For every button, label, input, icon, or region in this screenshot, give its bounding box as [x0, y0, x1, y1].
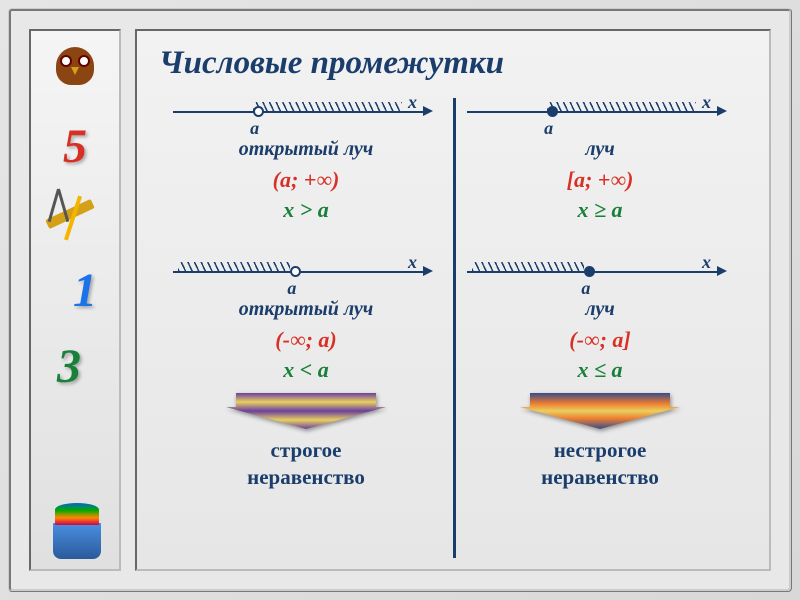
ray-type-label: луч — [467, 298, 733, 321]
inequality-notation: x ≤ a — [467, 357, 733, 383]
interval-notation: [a; +∞) — [467, 167, 733, 193]
down-arrow-icon — [226, 391, 386, 429]
slide-frame: 5 1 3 Числовые промежутки a x открытый л… — [8, 8, 792, 592]
interval-closed-right: a x луч [a; +∞) x ≥ a — [453, 92, 747, 252]
slide-content: Числовые промежутки a x открытый луч (a;… — [135, 29, 771, 571]
ray-type-label: луч — [467, 138, 733, 161]
ray-type-label: открытый луч — [173, 298, 439, 321]
down-arrow-icon — [520, 391, 680, 429]
interval-open-left: a x открытый луч (-∞; a) x < a — [159, 252, 453, 521]
number-line: a x — [173, 98, 439, 124]
slide-title: Числовые промежутки — [159, 45, 747, 82]
inequality-notation: x ≥ a — [467, 197, 733, 223]
interval-closed-left: a x луч (-∞; a] x ≤ a — [453, 252, 747, 521]
digit-1: 1 — [73, 267, 97, 315]
ray-type-label: открытый луч — [173, 138, 439, 161]
number-line: a x — [467, 258, 733, 284]
interval-open-right: a x открытый луч (a; +∞) x > a — [159, 92, 453, 252]
inequality-notation: x < a — [173, 357, 439, 383]
compass-icon — [41, 189, 77, 225]
owl-icon — [51, 47, 99, 95]
inequality-notation: x > a — [173, 197, 439, 223]
digit-5: 5 — [63, 123, 87, 171]
conclusion-label: строгоенеравенство — [173, 437, 439, 492]
number-line: a x — [173, 258, 439, 284]
number-line: a x — [467, 98, 733, 124]
pencil-cup-icon — [53, 523, 101, 559]
digit-3: 3 — [57, 343, 81, 391]
decorative-sidebar: 5 1 3 — [29, 29, 121, 571]
interval-notation: (a; +∞) — [173, 167, 439, 193]
interval-notation: (-∞; a] — [467, 327, 733, 353]
conclusion-label: нестрогоенеравенство — [467, 437, 733, 492]
interval-notation: (-∞; a) — [173, 327, 439, 353]
